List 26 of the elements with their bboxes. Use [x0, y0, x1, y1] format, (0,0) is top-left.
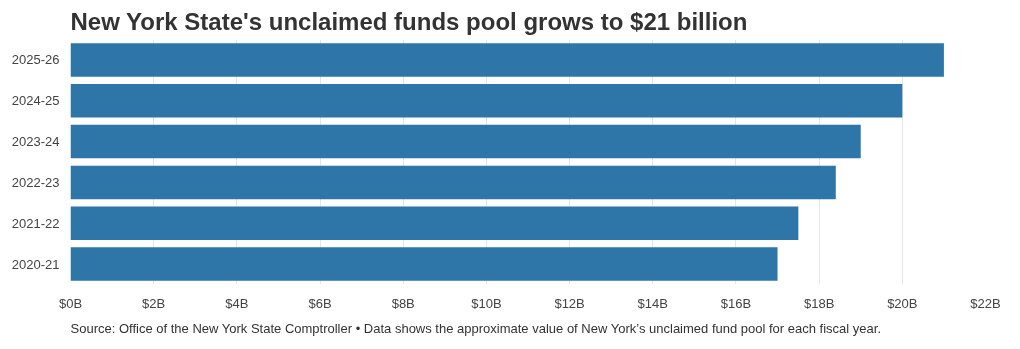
x-tick-label: $2B [142, 295, 166, 311]
y-tick-label: 2023-24 [11, 134, 60, 150]
y-tick-label: 2024-25 [11, 93, 60, 109]
chart-title: New York State's unclaimed funds pool grows to $21 billion [70, 7, 748, 35]
x-tick-label: $18B [803, 295, 835, 311]
x-tick-label: $10B [471, 295, 502, 311]
y-tick-label: 2025-26 [11, 52, 60, 68]
bar [70, 206, 799, 240]
source-note: Source: Office of the New York State Comptroller • Data shows the approximate value of New York’s unclaimed fund pool for each fiscal year. [70, 320, 882, 336]
y-tick-label: 2021-22 [11, 215, 60, 231]
x-tick-label: $14B [637, 295, 668, 311]
x-tick-label: $8B [391, 295, 415, 311]
x-tick-label: $4B [225, 295, 249, 311]
x-tick-label: $12B [554, 295, 585, 311]
bar [70, 84, 903, 118]
bar [70, 247, 778, 281]
bar [70, 165, 836, 200]
bar [70, 43, 944, 77]
x-tick-label: $16B [720, 295, 752, 311]
x-tick-label: $20B [887, 295, 918, 311]
y-tick-label: 2022-23 [11, 174, 60, 190]
x-tick-label: $0B [58, 295, 83, 311]
x-tick-label: $6B [308, 295, 332, 311]
x-tick-label: $22B [970, 295, 1001, 311]
y-tick-label: 2020-21 [11, 256, 60, 272]
bar [70, 124, 861, 159]
